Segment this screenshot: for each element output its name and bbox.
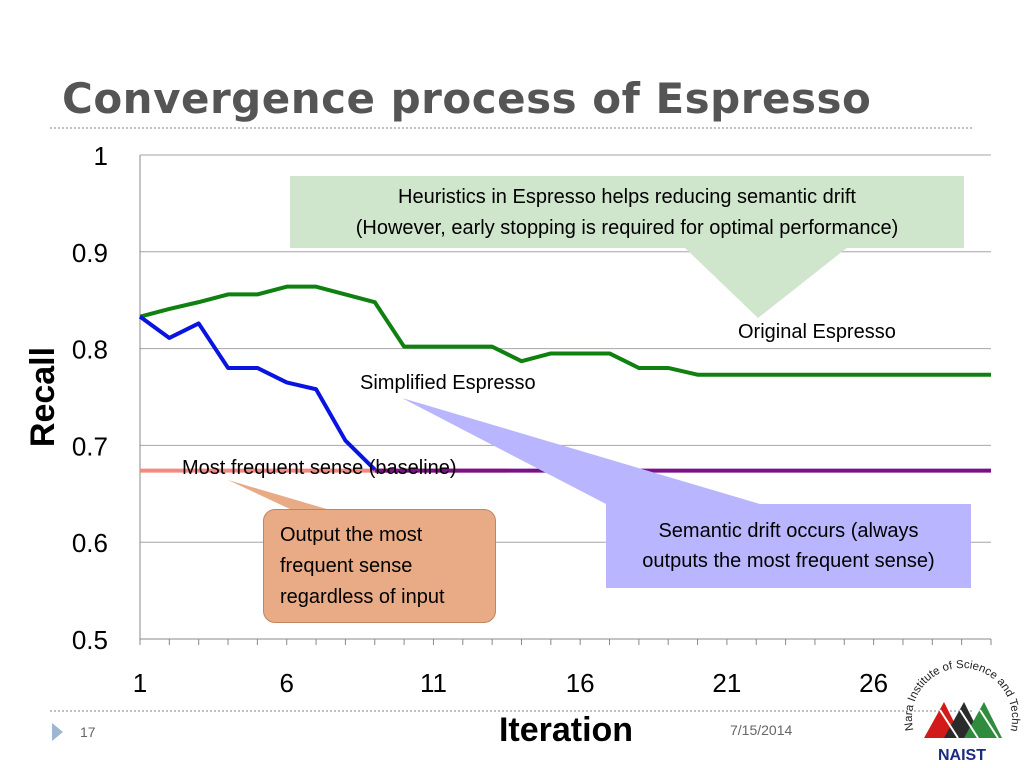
baseline-label: Most frequent sense (baseline) — [182, 457, 457, 479]
x-axis-title: Iteration — [499, 711, 633, 749]
naist-logo: Nara Institute of Science and Technology… — [900, 652, 1021, 764]
title-divider — [50, 127, 972, 129]
naist-logo-name: NAIST — [938, 747, 986, 764]
y-tick-label: 1 — [94, 141, 108, 171]
footer-arrow-icon — [52, 723, 63, 741]
output-callout-line1: Output the most — [280, 524, 423, 546]
output-callout-line3: regardless of input — [280, 586, 445, 608]
simplified-espresso-line — [138, 315, 377, 472]
x-tick-label: 16 — [566, 668, 595, 698]
y-tick-label: 0.5 — [72, 625, 108, 655]
page-number: 17 — [80, 724, 96, 740]
original-espresso-label: Original Espresso — [738, 321, 896, 343]
heuristics-callout-line1: Heuristics in Espresso helps reducing se… — [398, 186, 856, 208]
x-tick-label: 21 — [712, 668, 741, 698]
x-tick-label: 6 — [279, 668, 293, 698]
simplified-espresso-label: Simplified Espresso — [360, 372, 536, 394]
y-tick-label: 0.7 — [72, 431, 108, 461]
y-axis-title: Recall — [24, 347, 62, 447]
heuristics-callout-line2: (However, early stopping is required for… — [355, 217, 899, 239]
semantic-drift-callout: Semantic drift occurs (always outputs th… — [606, 504, 971, 588]
drift-callout-line1: Semantic drift occurs (always — [658, 520, 919, 542]
output-callout-line2: frequent sense — [280, 555, 413, 577]
drift-callout-line2: outputs the most frequent sense) — [642, 550, 935, 572]
y-tick-label: 0.9 — [72, 238, 108, 268]
x-tick-label: 1 — [133, 668, 147, 698]
x-tick-label: 11 — [420, 668, 447, 698]
y-tick-label: 0.6 — [72, 528, 108, 558]
slide-date: 7/15/2014 — [730, 722, 793, 738]
footer-divider — [50, 710, 972, 712]
original-espresso-line — [139, 284, 991, 377]
x-tick-label: 26 — [859, 668, 888, 698]
output-callout: Output the most frequent sense regardles… — [263, 509, 496, 623]
slide-title: Convergence process of Espresso — [62, 74, 872, 123]
heuristics-callout: Heuristics in Espresso helps reducing se… — [290, 176, 964, 248]
y-tick-label: 0.8 — [72, 335, 108, 365]
